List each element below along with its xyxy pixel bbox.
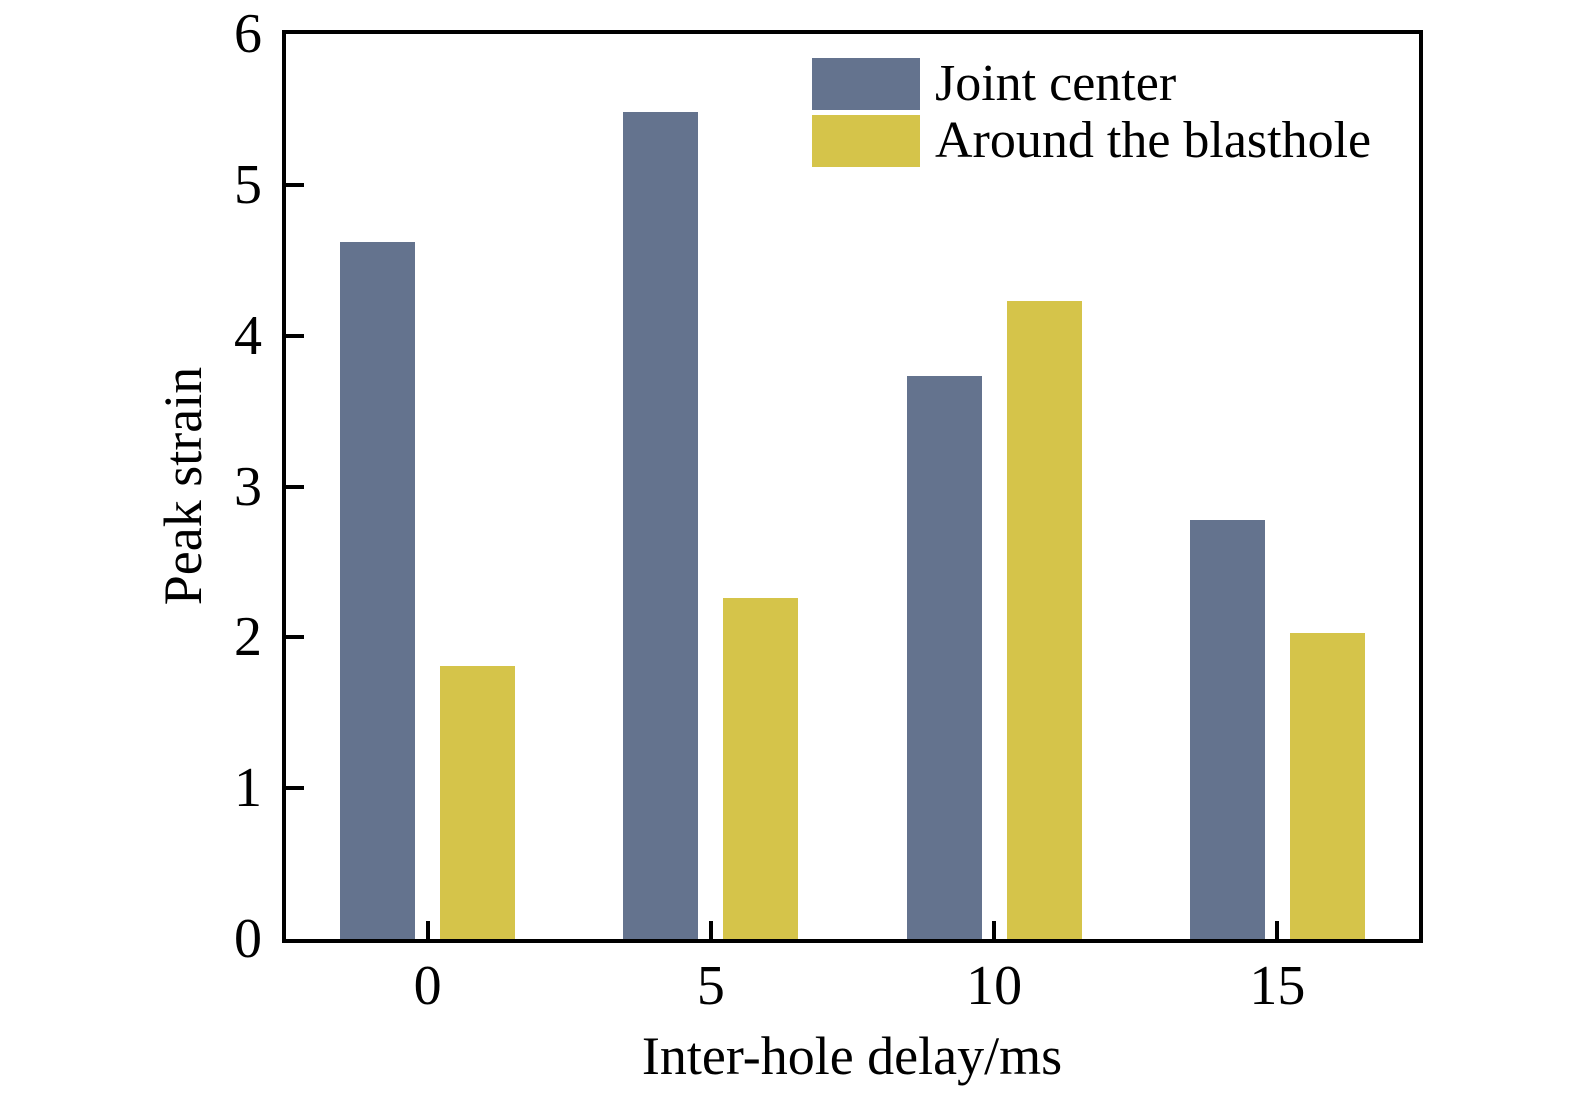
plot-area — [282, 30, 1423, 943]
x-tick-10 — [992, 921, 997, 939]
y-axis-title: Peak strain — [153, 366, 213, 606]
legend-swatch-around-blasthole — [812, 115, 920, 167]
x-axis-title: Inter-hole delay/ms — [641, 1026, 1063, 1086]
bar-around-the-blasthole-15ms — [1289, 632, 1365, 939]
y-tick-3 — [286, 484, 304, 489]
x-tick-0 — [425, 921, 430, 939]
bar-around-the-blasthole-10ms — [1006, 300, 1082, 939]
legend-item-joint-center: Joint center — [812, 58, 1371, 110]
x-tick-label-10: 10 — [966, 955, 1023, 1017]
y-tick-label-3: 3 — [234, 455, 262, 518]
y-tick-label-6: 6 — [234, 3, 262, 65]
legend-item-around-blasthole: Around the blasthole — [812, 115, 1371, 167]
y-tick-label-0: 0 — [234, 908, 262, 970]
y-tick-5 — [286, 182, 304, 187]
y-tick-label-2: 2 — [234, 606, 262, 669]
x-tick-label-5: 5 — [696, 955, 725, 1017]
y-tick-4 — [286, 333, 304, 338]
y-tick-label-5: 5 — [234, 153, 262, 216]
legend-label-joint-center: Joint center — [935, 55, 1177, 112]
x-tick-15 — [1275, 921, 1280, 939]
bar-around-the-blasthole-0ms — [440, 666, 516, 939]
bar-joint-center-10ms — [906, 376, 982, 939]
bar-joint-center-5ms — [623, 112, 699, 939]
bar-joint-center-15ms — [1189, 519, 1265, 939]
y-tick-label-1: 1 — [234, 757, 262, 820]
y-tick-label-4: 4 — [234, 304, 262, 367]
legend: Joint center Around the blasthole — [812, 58, 1371, 172]
y-tick-2 — [286, 635, 304, 640]
bar-around-the-blasthole-5ms — [723, 598, 799, 939]
x-tick-5 — [708, 921, 713, 939]
bar-joint-center-0ms — [340, 242, 416, 939]
x-tick-label-15: 15 — [1249, 955, 1306, 1017]
y-tick-1 — [286, 786, 304, 791]
x-tick-label-0: 0 — [413, 955, 442, 1017]
legend-label-around-blasthole: Around the blasthole — [935, 112, 1372, 169]
legend-swatch-joint-center — [812, 58, 920, 110]
